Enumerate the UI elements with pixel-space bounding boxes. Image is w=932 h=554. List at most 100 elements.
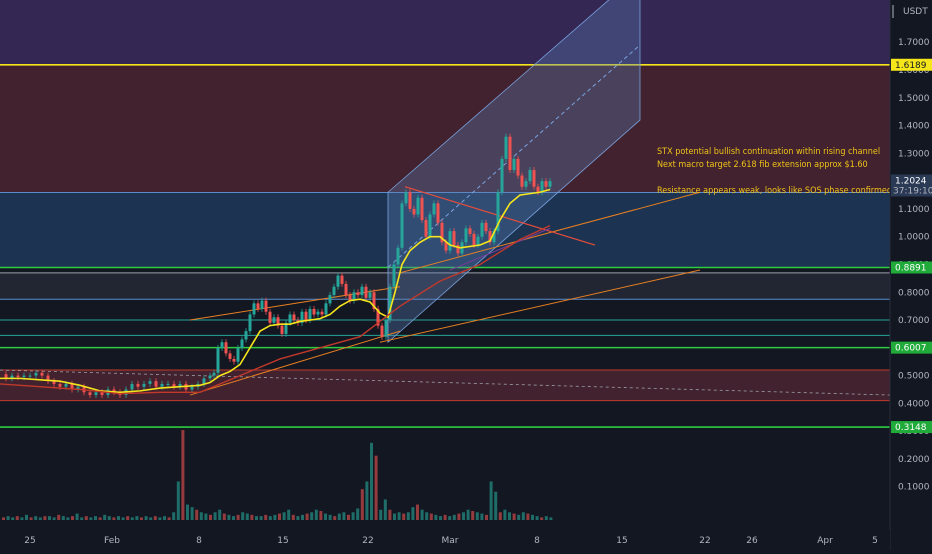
volume-bar	[494, 491, 498, 520]
volume-bar	[425, 512, 429, 520]
volume-bar	[383, 499, 387, 520]
volume-bar	[388, 509, 392, 520]
volume-bar	[328, 514, 332, 520]
time-tick-label: 22	[362, 536, 373, 546]
volume-bar	[130, 517, 134, 520]
price-tick-label: 0.2000	[898, 455, 930, 465]
price-tick-label: 1.3000	[898, 149, 930, 159]
volume-bar	[163, 516, 166, 520]
volume-bar	[521, 512, 525, 520]
price-tag	[891, 174, 932, 197]
volume-bar	[167, 517, 171, 520]
volume-bar	[503, 509, 507, 520]
volume-bar	[89, 517, 93, 520]
volume-bar	[508, 512, 511, 520]
price-tag-label: 0.6007	[895, 344, 927, 354]
volume-bar	[255, 516, 258, 520]
volume-bar	[84, 516, 88, 520]
volume-bar	[531, 514, 534, 520]
volume-bar	[29, 517, 33, 520]
volume-bar	[273, 514, 277, 520]
volume-bar	[544, 516, 548, 520]
volume-bar	[319, 511, 323, 520]
trend-line	[379, 269, 701, 343]
price-tag	[891, 261, 932, 274]
volume-bar	[305, 513, 309, 520]
volume-bar	[80, 517, 84, 520]
volume-bar	[218, 509, 222, 520]
volume-bar	[370, 442, 373, 520]
volume-bar	[512, 513, 516, 520]
dashed-trend-line	[0, 369, 891, 396]
time-tick-label: Feb	[104, 536, 120, 546]
price-tick-label: 0.4000	[898, 399, 930, 409]
volume-bar	[48, 516, 51, 520]
price-tick-label: 0.8000	[898, 288, 930, 298]
volume-bar	[153, 516, 157, 520]
volume-bar	[135, 516, 139, 520]
volume-bar	[434, 514, 438, 520]
volume-bar	[314, 509, 318, 520]
volume-bar	[278, 513, 281, 520]
quote-currency-label: USDT	[903, 7, 928, 17]
volume-bar	[452, 514, 456, 520]
volume-bar	[439, 516, 442, 520]
time-tick-label: 8	[534, 536, 540, 546]
volume-bar	[268, 516, 272, 520]
time-tick-label: 22	[699, 536, 710, 546]
volume-bar	[121, 517, 125, 520]
volume-bar	[420, 509, 424, 520]
volume-bar	[393, 513, 396, 520]
volume-bar	[107, 516, 111, 520]
price-zone	[0, 370, 890, 401]
volume-bar	[66, 517, 70, 520]
volume-layer	[2, 430, 553, 520]
volume-bar	[71, 516, 74, 520]
time-axis[interactable]: 25 Feb 8 15 22 Mar 8 15 22 26 Apr 5	[0, 530, 890, 550]
time-tick-label: 5	[872, 536, 878, 546]
volume-bar	[287, 509, 291, 520]
price-tick-label: 1.1000	[898, 205, 930, 215]
volume-bar	[517, 514, 521, 520]
annotation-text: Resistance appears weak, looks like SOS …	[657, 186, 895, 196]
time-tick-label: 25	[24, 536, 35, 546]
volume-bar	[195, 509, 199, 520]
price-tag	[891, 421, 932, 434]
moving-average-red	[0, 224, 551, 395]
volume-bar	[282, 512, 286, 520]
price-tag-label: 1.6189	[895, 61, 927, 71]
volume-bar	[324, 513, 327, 520]
volume-bar	[204, 513, 208, 520]
volume-bar	[6, 516, 10, 520]
price-zone	[0, 0, 890, 65]
price-tag-label: 1.2024	[895, 176, 927, 186]
volume-bar	[158, 517, 162, 520]
volume-bar	[264, 514, 268, 520]
volume-bar	[117, 516, 120, 520]
price-tick-label: 1.6000	[898, 66, 930, 76]
countdown-label: 37:19:10	[893, 186, 932, 196]
price-tick-label: 1.4000	[898, 122, 930, 132]
volume-bar	[213, 512, 217, 520]
price-zone	[0, 64, 890, 193]
volume-bar	[236, 514, 240, 520]
volume-bar	[190, 507, 194, 520]
volume-bar	[448, 516, 452, 520]
volume-bar	[199, 512, 203, 520]
volume-bar	[98, 517, 102, 520]
trend-line	[449, 227, 551, 271]
volume-bar	[61, 516, 65, 520]
trend-line	[399, 191, 701, 274]
price-axis[interactable]: USDT1.70001.60001.50001.40001.30001.2000…	[889, 0, 932, 550]
volume-bar	[140, 517, 143, 520]
volume-bar	[186, 504, 189, 520]
volume-bar	[443, 514, 447, 520]
volume-bar	[245, 513, 249, 520]
time-axis-background	[0, 530, 890, 550]
volume-bar	[356, 508, 360, 520]
volume-bar	[485, 514, 488, 520]
volume-bar	[20, 517, 24, 520]
series-layer	[0, 133, 552, 399]
volume-bar	[457, 513, 461, 520]
